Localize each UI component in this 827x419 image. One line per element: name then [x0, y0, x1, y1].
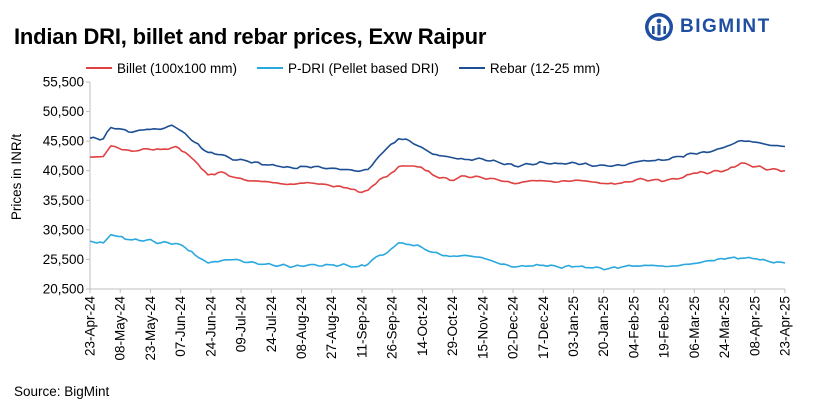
- x-tick-label: 26-Sep-24: [385, 296, 400, 360]
- x-tick-label: 14-Oct-24: [415, 296, 430, 357]
- bigmint-logo-icon: [645, 13, 673, 41]
- x-tick-label: 08-Apr-25: [747, 296, 762, 356]
- x-tick-label: 24-Mar-25: [717, 296, 732, 358]
- x-tick-label: 08-May-24: [113, 296, 128, 361]
- y-tick-label: 45,500: [43, 134, 84, 149]
- billet-series-line: [90, 145, 786, 194]
- y-tick-label: 35,500: [43, 193, 84, 208]
- x-tick-label: 09-Jul-24: [234, 296, 249, 353]
- x-tick-label: 27-Aug-24: [324, 296, 339, 360]
- legend-item-billet: Billet (100x100 mm): [86, 61, 237, 76]
- x-tick-label: 02-Dec-24: [506, 296, 521, 360]
- x-tick-label: 23-May-24: [143, 296, 158, 361]
- y-tick-label: 55,500: [43, 75, 84, 90]
- x-tick-label: 29-Oct-24: [445, 296, 460, 357]
- legend-swatch-rebar: [458, 67, 485, 69]
- legend-label-pdri: P-DRI (Pellet based DRI): [288, 60, 439, 76]
- x-tick-label: 11-Sep-24: [354, 296, 369, 359]
- x-tick-label: 08-Aug-24: [294, 296, 309, 360]
- x-tick-label: 17-Dec-24: [536, 296, 551, 360]
- x-tick-label: 23-Apr-25: [778, 296, 793, 356]
- chart-title: Indian DRI, billet and rebar prices, Exw…: [14, 24, 487, 49]
- brand-name: BIGMINT: [680, 16, 771, 37]
- x-tick-label: 04-Feb-25: [626, 296, 641, 358]
- legend-item-rebar: Rebar (12-25 mm): [458, 60, 601, 76]
- rebar-series-line: [89, 124, 786, 173]
- y-tick-label: 50,500: [43, 104, 84, 119]
- x-tick-label: 19-Feb-25: [657, 296, 672, 358]
- legend-label-rebar: Rebar (12-25 mm): [489, 60, 601, 76]
- legend-swatch-pdri: [257, 67, 284, 69]
- pdri-series-line: [89, 233, 786, 271]
- chart-legend: Billet (100x100 mm) P-DRI (Pellet based …: [86, 58, 620, 78]
- x-tick-label: 20-Jan-25: [596, 296, 611, 357]
- x-tick-label: 15-Nov-24: [475, 296, 490, 360]
- legend-swatch-billet: [86, 67, 112, 69]
- x-tick-label: 24-Jul-24: [264, 296, 279, 353]
- x-tick-label: 06-Mar-25: [687, 296, 702, 358]
- brand-logo: BIGMINT: [644, 10, 814, 44]
- y-tick-label: 25,500: [43, 252, 84, 267]
- x-tick-label: 03-Jan-25: [566, 296, 581, 357]
- x-tick-label: 07-Jun-24: [173, 296, 188, 357]
- legend-item-pdri: P-DRI (Pellet based DRI): [257, 61, 439, 76]
- y-tick-label: 20,500: [43, 282, 84, 297]
- y-tick-label: 40,500: [43, 163, 84, 178]
- x-tick-label: 23-Apr-24: [83, 296, 98, 357]
- y-tick-label: 30,500: [43, 222, 84, 237]
- x-tick-label: 24-Jun-24: [203, 296, 218, 357]
- source-note: Source: BigMint: [14, 384, 110, 399]
- legend-label-billet: Billet (100x100 mm): [117, 60, 238, 76]
